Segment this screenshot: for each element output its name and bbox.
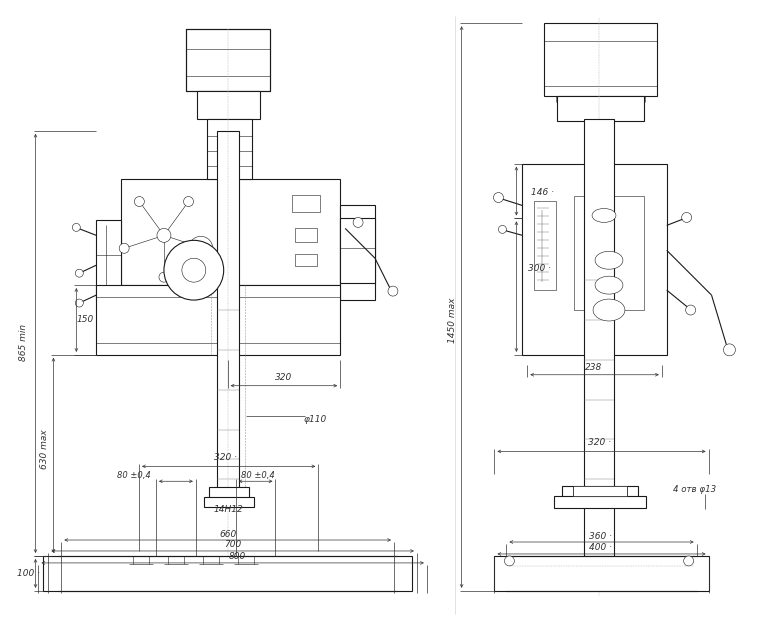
Bar	[522, 164, 667, 355]
Text: 800: 800	[229, 553, 246, 561]
Circle shape	[199, 243, 209, 253]
Ellipse shape	[595, 276, 623, 294]
Circle shape	[504, 556, 515, 566]
Ellipse shape	[593, 299, 625, 321]
Bar	[121, 179, 340, 285]
Text: 146 ·: 146 ·	[531, 188, 554, 197]
Circle shape	[724, 344, 736, 356]
Text: 630 max: 630 max	[40, 430, 49, 469]
Bar	[204, 497, 254, 507]
Bar	[573, 486, 627, 496]
Circle shape	[183, 197, 194, 206]
Text: 80 ±0,4: 80 ±0,4	[117, 471, 151, 480]
Text: 660: 660	[219, 530, 236, 539]
Text: 1450 max: 1450 max	[448, 298, 457, 342]
Ellipse shape	[592, 208, 616, 222]
Bar	[584, 119, 614, 556]
Bar	[544, 23, 657, 96]
Bar	[96, 285, 340, 355]
Text: 360 ·: 360 ·	[588, 532, 612, 541]
Bar	[584, 229, 612, 246]
Circle shape	[76, 269, 83, 277]
Circle shape	[164, 241, 223, 300]
Bar	[574, 196, 644, 310]
Circle shape	[686, 305, 696, 315]
Circle shape	[494, 192, 503, 203]
Text: 150: 150	[76, 315, 94, 325]
Bar	[295, 229, 317, 242]
Circle shape	[353, 218, 363, 227]
Bar	[209, 487, 248, 501]
Text: 238: 238	[585, 363, 603, 372]
Bar	[207, 119, 251, 179]
Circle shape	[119, 243, 129, 253]
Bar	[217, 131, 238, 489]
Bar	[340, 206, 375, 300]
Circle shape	[681, 213, 692, 222]
Text: 400 ·: 400 ·	[588, 544, 612, 553]
Bar	[295, 254, 317, 266]
Circle shape	[76, 299, 83, 307]
Text: 320 ·: 320 ·	[214, 453, 237, 462]
Bar	[96, 220, 121, 300]
Circle shape	[684, 556, 693, 566]
Circle shape	[182, 258, 206, 282]
Circle shape	[498, 225, 506, 234]
Text: 300 ·: 300 ·	[528, 264, 551, 273]
Bar	[43, 556, 412, 591]
Text: 320: 320	[275, 373, 292, 382]
Circle shape	[388, 286, 398, 296]
Bar	[292, 194, 320, 213]
Bar	[340, 218, 375, 283]
Text: 865 min: 865 min	[19, 324, 28, 361]
Circle shape	[159, 272, 169, 282]
Bar	[557, 96, 644, 121]
Text: 80 ±0,4: 80 ±0,4	[241, 471, 274, 480]
Text: 14H12: 14H12	[213, 505, 244, 513]
Bar	[186, 29, 270, 91]
Text: 100 ·: 100 ·	[17, 569, 40, 579]
Bar	[534, 201, 556, 290]
Circle shape	[157, 229, 171, 242]
Circle shape	[188, 236, 213, 260]
Text: 4 отв φ13: 4 отв φ13	[673, 485, 716, 494]
Text: 700: 700	[224, 541, 241, 549]
Text: φ110: φ110	[304, 415, 327, 424]
Bar	[562, 486, 638, 501]
Text: 320 ·: 320 ·	[587, 438, 611, 447]
Bar	[494, 556, 709, 591]
Ellipse shape	[595, 251, 623, 269]
Circle shape	[135, 197, 145, 206]
Bar	[554, 496, 646, 508]
Bar	[197, 91, 260, 119]
Circle shape	[73, 223, 80, 232]
